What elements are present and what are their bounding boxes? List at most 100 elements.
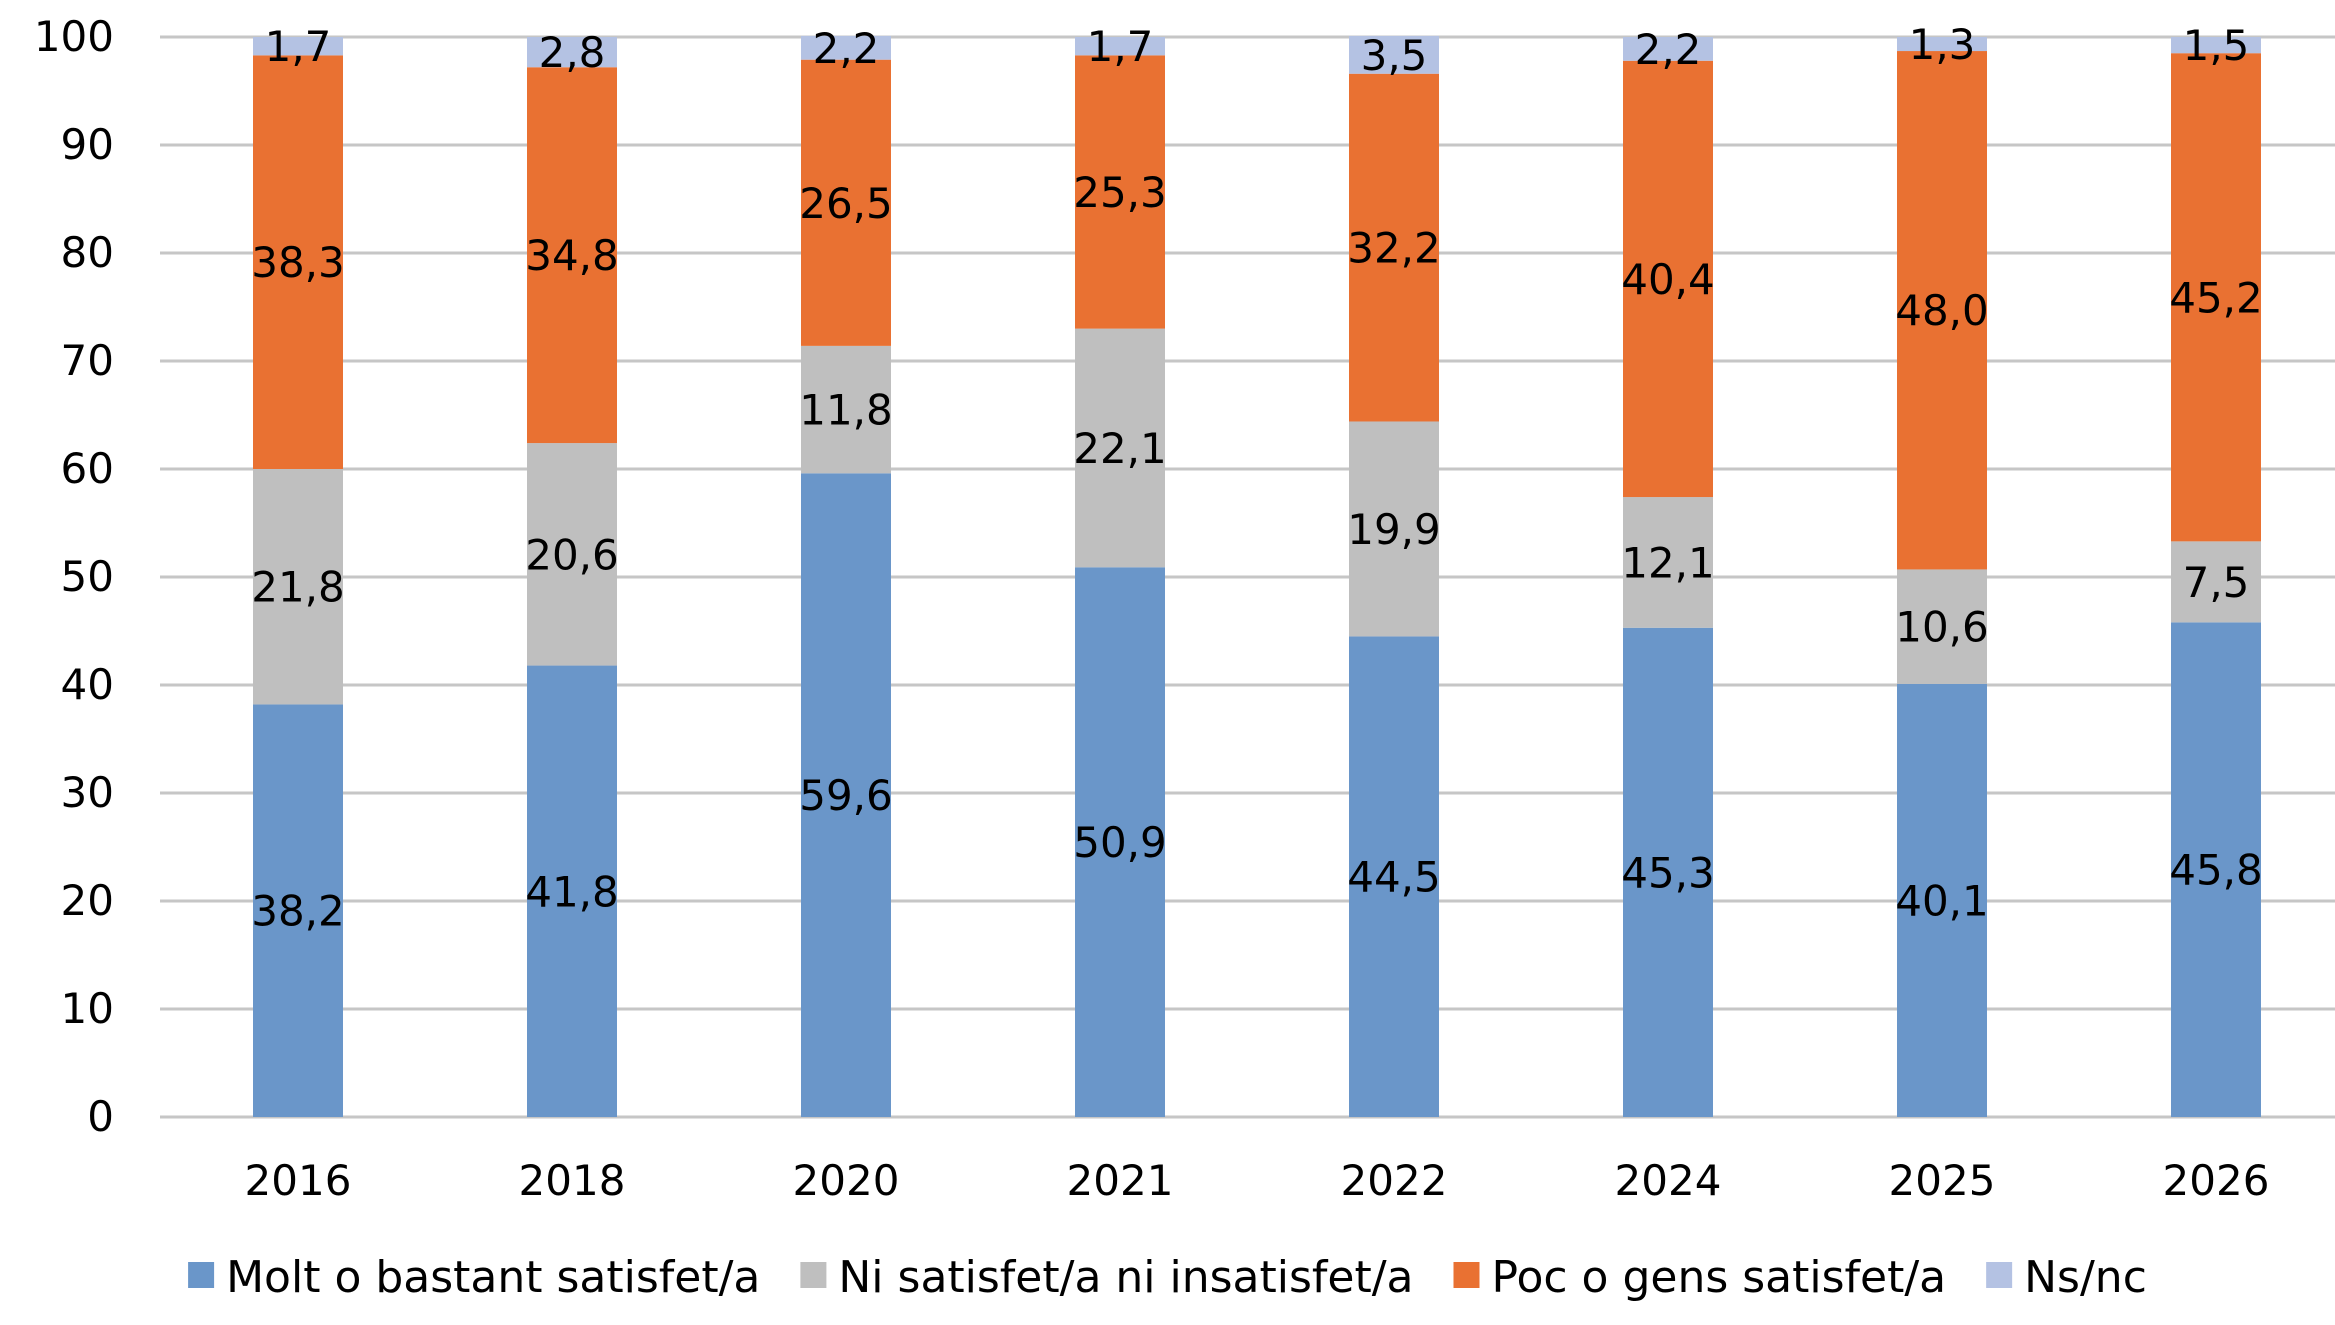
data-label: 1,5 <box>2183 21 2250 70</box>
y-tick-label: 40 <box>61 660 114 709</box>
legend-label: Poc o gens satisfet/a <box>1491 1252 1946 1303</box>
data-label: 41,8 <box>525 867 619 916</box>
bar-segment <box>2171 37 2261 54</box>
legend-label: Ni satisfet/a ni insatisfet/a <box>838 1252 1413 1303</box>
data-label: 11,8 <box>799 386 893 435</box>
legend: Molt o bastant satisfet/a Ni satisfet/a n… <box>188 1252 2147 1303</box>
y-tick-label: 70 <box>61 336 114 385</box>
bar-segment <box>1623 60 1713 498</box>
bar-segment <box>527 665 617 1117</box>
data-label: 26,5 <box>799 179 893 228</box>
data-label: 7,5 <box>2183 558 2250 607</box>
x-tick-label: 2021 <box>1067 1156 1174 1205</box>
data-label: 20,6 <box>525 530 619 579</box>
data-label: 22,1 <box>1073 424 1167 473</box>
bar-segment <box>1623 497 1713 628</box>
bar-segment <box>527 443 617 666</box>
data-label: 45,2 <box>2169 273 2263 322</box>
y-axis: 0 10 20 30 40 50 60 70 80 90 100 <box>34 12 114 1141</box>
data-label: 40,4 <box>1621 255 1715 304</box>
y-tick-label: 30 <box>61 768 114 817</box>
legend-swatch <box>1986 1262 2013 1288</box>
bar-segment <box>1897 683 1987 1117</box>
data-label: 2,2 <box>813 24 880 73</box>
bar-segment <box>1349 35 1439 74</box>
y-tick-label: 0 <box>87 1092 114 1141</box>
y-tick-label: 20 <box>61 876 114 925</box>
data-label: 1,7 <box>265 22 332 71</box>
bar-stack-2025: 40,1 10,6 48,0 1,3 <box>1895 20 1989 1117</box>
legend-swatch <box>188 1262 215 1288</box>
x-tick-label: 2016 <box>245 1156 352 1205</box>
bar-stack-2018: 41,8 20,6 34,8 2,8 <box>525 28 619 1117</box>
y-tick-label: 100 <box>34 12 114 61</box>
bar-segment <box>253 704 343 1117</box>
legend-label: Ns/nc <box>2024 1252 2147 1303</box>
bar-segment <box>1623 627 1713 1117</box>
bar-stack-2016: 38,2 21,8 38,3 1,7 <box>251 22 345 1117</box>
x-tick-label: 2026 <box>2163 1156 2270 1205</box>
data-label: 19,9 <box>1347 505 1441 554</box>
legend-swatch <box>800 1262 827 1288</box>
legend-swatch <box>1453 1262 1480 1288</box>
bar-segment <box>1075 55 1165 329</box>
data-label: 44,5 <box>1347 853 1441 902</box>
bar-segment <box>801 59 891 346</box>
y-tick-label: 10 <box>61 984 114 1033</box>
data-label: 34,8 <box>525 231 619 280</box>
bar-segment <box>2171 622 2261 1117</box>
bar-segment <box>527 67 617 444</box>
x-tick-label: 2025 <box>1889 1156 1996 1205</box>
bar-segment <box>1349 421 1439 637</box>
x-tick-label: 2018 <box>519 1156 626 1205</box>
bar-segment <box>801 345 891 474</box>
bar-stack-2020: 59,6 11,8 26,5 2,2 <box>799 24 893 1117</box>
data-label: 45,3 <box>1621 848 1715 897</box>
bar-segment <box>2171 541 2261 623</box>
data-label: 2,2 <box>1635 25 1702 74</box>
data-label: 21,8 <box>251 563 345 612</box>
bar-segment <box>253 37 343 56</box>
data-label: 32,2 <box>1347 224 1441 273</box>
data-label: 25,3 <box>1073 168 1167 217</box>
bar-segment <box>1075 328 1165 568</box>
bar-segment <box>801 473 891 1117</box>
bar-segment <box>1897 51 1987 570</box>
bar-segment <box>1075 567 1165 1117</box>
data-label: 40,1 <box>1895 876 1989 925</box>
y-tick-label: 50 <box>61 552 114 601</box>
y-tick-label: 90 <box>61 120 114 169</box>
bar-segment <box>1897 37 1987 52</box>
data-label: 10,6 <box>1895 603 1989 652</box>
bars: 38,2 21,8 38,3 1,7 41,8 20,6 34,8 2,8 59,6 11,8 26… <box>251 20 2263 1117</box>
bar-segment <box>1075 37 1165 56</box>
data-label: 1,7 <box>1087 22 1154 71</box>
x-axis: 2016 2018 2020 2021 2022 2024 2025 2026 <box>245 1156 2270 1205</box>
data-label: 38,2 <box>251 887 345 936</box>
x-tick-label: 2022 <box>1341 1156 1448 1205</box>
bar-segment <box>527 37 617 68</box>
x-tick-label: 2024 <box>1615 1156 1722 1205</box>
y-tick-label: 60 <box>61 444 114 493</box>
data-label: 2,8 <box>539 28 606 77</box>
bar-segment <box>1349 73 1439 422</box>
data-label: 3,5 <box>1361 31 1428 80</box>
bar-stack-2022: 44,5 19,9 32,2 3,5 <box>1347 31 1441 1117</box>
data-label: 1,3 <box>1909 20 1976 69</box>
bar-segment <box>1897 569 1987 684</box>
data-label: 48,0 <box>1895 286 1989 335</box>
data-label: 45,8 <box>2169 846 2263 895</box>
bar-stack-2021: 50,9 22,1 25,3 1,7 <box>1073 22 1167 1117</box>
data-label: 50,9 <box>1073 818 1167 867</box>
data-label: 12,1 <box>1621 538 1715 587</box>
bar-segment <box>1623 37 1713 61</box>
bar-segment <box>2171 53 2261 542</box>
bar-segment <box>253 55 343 470</box>
bar-stack-2024: 45,3 12,1 40,4 2,2 <box>1621 25 1715 1117</box>
data-label: 59,6 <box>799 771 893 820</box>
y-tick-label: 80 <box>61 228 114 277</box>
bar-segment <box>801 35 891 60</box>
bar-segment <box>1349 636 1439 1117</box>
data-label: 38,3 <box>251 238 345 287</box>
